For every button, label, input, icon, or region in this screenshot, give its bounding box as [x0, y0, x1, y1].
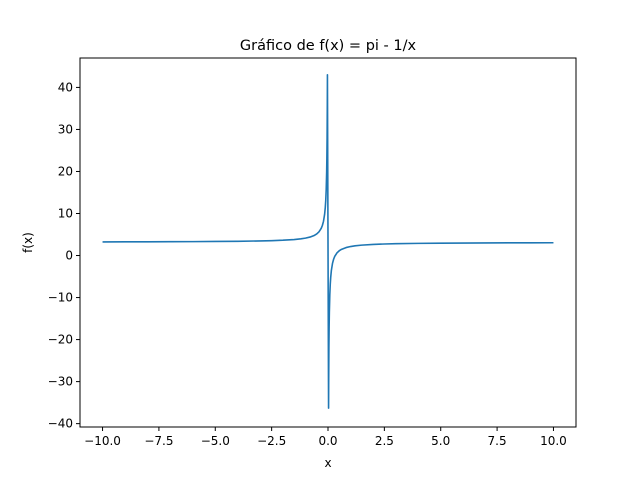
- x-tick-label: −7.5: [144, 434, 173, 448]
- y-tick-label: 10: [58, 207, 73, 221]
- x-tick-label: 2.5: [375, 434, 394, 448]
- y-tick-label: 40: [58, 80, 73, 94]
- x-tick-label: 0.0: [318, 434, 337, 448]
- series-line-0: [102, 74, 554, 409]
- y-tick-label: 20: [58, 164, 73, 178]
- x-axis-label: x: [324, 456, 331, 470]
- y-tick-label: 0: [65, 249, 73, 263]
- plot-area: [102, 74, 554, 409]
- x-tick-label: −2.5: [257, 434, 286, 448]
- x-axis-ticks: −10.0 −7.5 −5.0 −2.5 0.0 2.5 5.0 7.5 10.0: [84, 427, 567, 448]
- x-tick-label: −10.0: [84, 434, 121, 448]
- y-tick-label: −30: [48, 375, 73, 389]
- x-tick-label: 10.0: [540, 434, 567, 448]
- axes-frame: [79, 57, 577, 428]
- y-tick-label: −20: [48, 333, 73, 347]
- x-tick-label: 7.5: [488, 434, 507, 448]
- y-tick-label: −10: [48, 291, 73, 305]
- y-tick-label: −40: [48, 417, 73, 431]
- chart-title: Gráfico de f(x) = pi - 1/x: [240, 38, 417, 54]
- x-tick-label: −5.0: [201, 434, 230, 448]
- x-tick-label: 5.0: [431, 434, 450, 448]
- y-axis-ticks: −40 −30 −20 −10 0 10 20 30 40: [48, 80, 80, 431]
- y-tick-label: 30: [58, 122, 73, 136]
- y-axis-label: f(x): [21, 232, 35, 253]
